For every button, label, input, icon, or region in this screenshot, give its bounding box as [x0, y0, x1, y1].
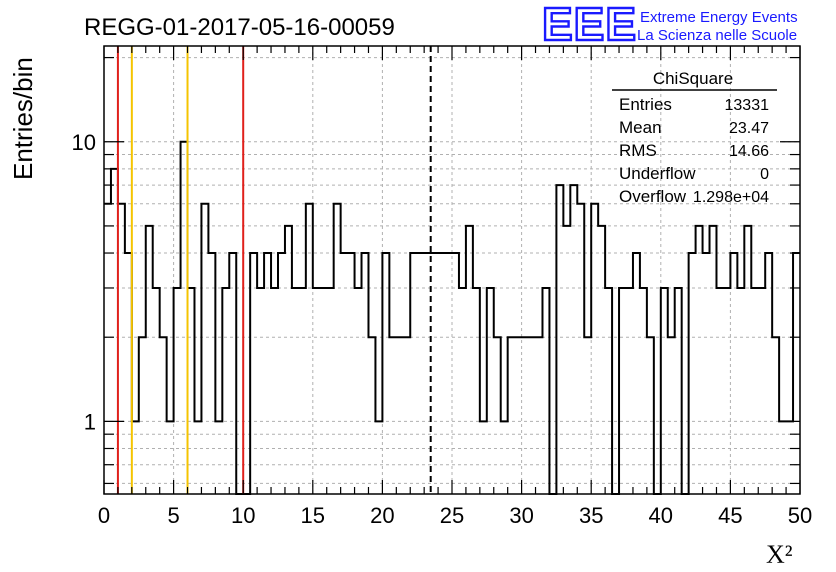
logo-line2: La Scienza nelle Scuole	[637, 27, 797, 44]
eee-logo-icon: EEE	[542, 0, 637, 50]
x-tick-label: 15	[301, 503, 325, 528]
stats-rows: Entries 13331 Mean 23.47 RMS 14.66 Underflow 0 O…	[619, 95, 769, 206]
y-tick-label: 10	[72, 130, 96, 155]
grid	[104, 46, 800, 494]
stats-value: 0	[760, 166, 769, 183]
logo-line1: Extreme Energy Events	[640, 9, 798, 26]
stats-value: 14.66	[729, 143, 769, 160]
x-tick-label: 25	[440, 503, 464, 528]
stats-value: 1.298e+04	[693, 189, 769, 206]
stats-label: Mean	[619, 118, 662, 137]
axis-ticks: 0 5 10 15 20 25 30 35 40 45 50 1 10	[72, 46, 812, 528]
x-axis-label: Χ²	[766, 540, 793, 569]
stats-label: RMS	[619, 141, 657, 160]
x-tick-label: 45	[718, 503, 742, 528]
stats-label: Entries	[619, 95, 672, 114]
x-tick-label: 5	[167, 503, 179, 528]
y-axis-label: Entries/bin	[8, 57, 38, 180]
chart-title: REGG-01-2017-05-16-00059	[84, 14, 395, 41]
y-tick-label: 1	[84, 409, 96, 434]
x-tick-label: 10	[231, 503, 255, 528]
stats-label: Overflow	[619, 187, 687, 206]
stats-label: Underflow	[619, 164, 696, 183]
x-tick-label: 50	[788, 503, 812, 528]
x-tick-label: 30	[509, 503, 533, 528]
stats-box: ChiSquare Entries 13331 Mean 23.47 RMS 14.66 U…	[612, 69, 777, 206]
x-tick-label: 0	[98, 503, 110, 528]
stats-value: 23.47	[729, 120, 769, 137]
x-tick-label: 40	[649, 503, 673, 528]
x-tick-label: 35	[579, 503, 603, 528]
stats-value: 13331	[725, 97, 770, 114]
stats-title: ChiSquare	[653, 69, 733, 88]
x-tick-label: 20	[370, 503, 394, 528]
reference-lines	[116, 46, 432, 494]
